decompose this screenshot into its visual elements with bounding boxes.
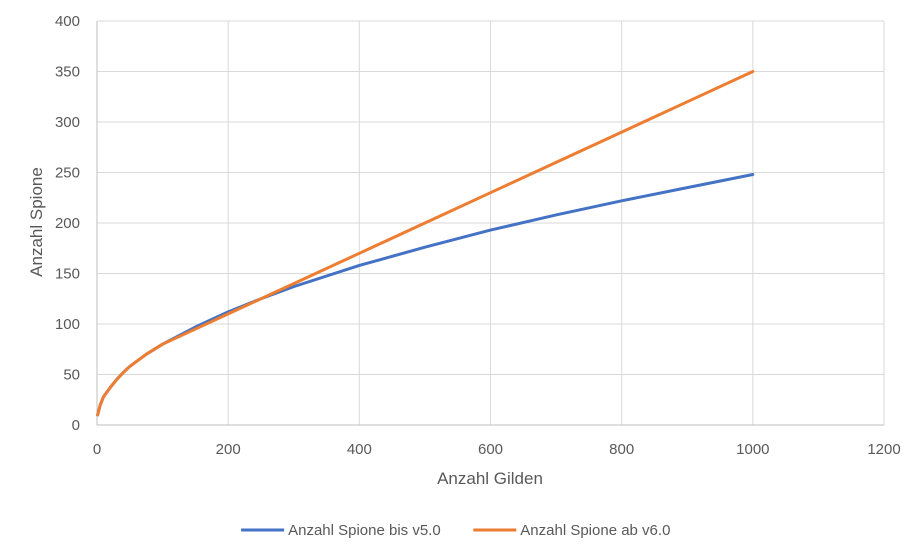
y-tick-label: 0: [72, 417, 80, 434]
x-axis-title: Anzahl Gilden: [437, 469, 543, 488]
y-tick-label: 50: [63, 367, 80, 384]
x-tick-label: 400: [347, 441, 372, 458]
legend: Anzahl Spione bis v5.0 Anzahl Spione ab v…: [241, 522, 670, 539]
legend-label: Anzahl Spione ab v6.0: [520, 522, 670, 539]
y-tick-label: 300: [55, 114, 80, 131]
x-tick-label: 1000: [736, 441, 769, 458]
y-tick-labels: 0 50 100 150 200 250 300 350 400: [55, 13, 80, 434]
x-tick-label: 0: [93, 441, 101, 458]
series-line-1: [96, 173, 755, 417]
y-tick-label: 100: [55, 316, 80, 333]
x-tick-label: 800: [609, 441, 634, 458]
y-axis-title: Anzahl Spione: [27, 167, 46, 277]
y-tick-label: 400: [55, 13, 80, 30]
series-line-2: [96, 70, 755, 417]
x-tick-label: 600: [478, 441, 503, 458]
y-tick-label: 250: [55, 165, 80, 182]
y-tick-label: 350: [55, 64, 80, 81]
grid: [97, 20, 885, 425]
x-tick-label: 200: [216, 441, 241, 458]
x-tick-label: 1200: [867, 441, 900, 458]
axes: [96, 21, 884, 426]
legend-item-2: Anzahl Spione ab v6.0: [473, 522, 670, 539]
legend-item-1: Anzahl Spione bis v5.0: [241, 522, 441, 539]
legend-label: Anzahl Spione bis v5.0: [288, 522, 441, 539]
x-tick-labels: 0 200 400 600 800 1000 1200: [93, 441, 901, 458]
y-tick-label: 150: [55, 266, 80, 283]
series-lines: [96, 70, 755, 417]
y-tick-label: 200: [55, 215, 80, 232]
